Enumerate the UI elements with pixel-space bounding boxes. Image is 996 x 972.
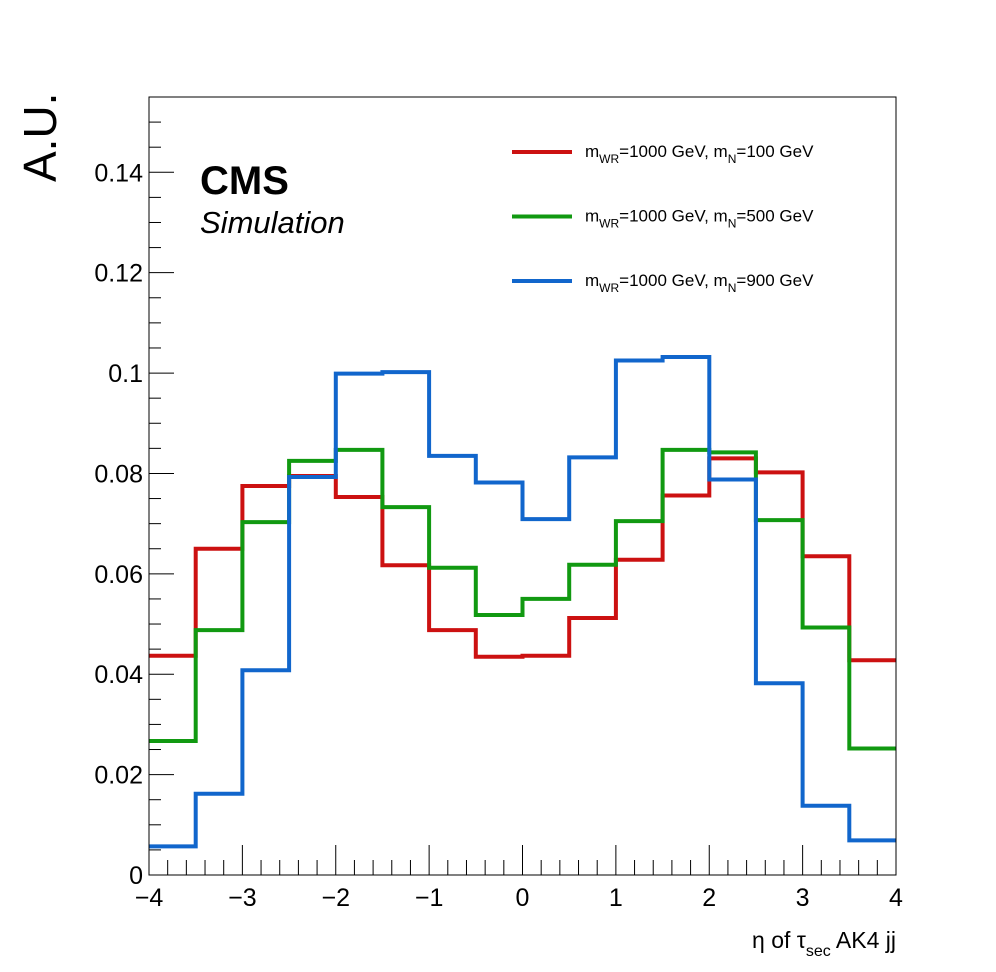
legend-entry: mWR=1000 GeV, mN=500 GeV — [512, 207, 814, 231]
legend-entry: mWR=1000 GeV, mN=900 GeV — [512, 271, 814, 295]
x-tick-label: 3 — [796, 884, 810, 912]
y-tick-label: 0 — [129, 862, 143, 890]
legend-label: mWR=1000 GeV, mN=100 GeV — [585, 142, 814, 166]
y-tick-label: 0.12 — [94, 260, 143, 288]
x-tick-label: 2 — [702, 884, 716, 912]
tick-label-layer: −4 −3 −2 −1 0 1 2 3 4 0 0.02 0.04 0.06 0.08 0.1 0.12 0.1… — [94, 159, 903, 912]
series-layer — [149, 355, 896, 849]
y-tick-label: 0.14 — [94, 159, 143, 187]
legend-entry: mWR=1000 GeV, mN=100 GeV — [512, 142, 814, 166]
x-tick-label: −4 — [135, 884, 164, 912]
y-tick-label: 0.06 — [94, 561, 143, 589]
x-tick-label: −3 — [228, 884, 257, 912]
x-axis-title-main: η of τ — [752, 927, 806, 953]
legend-label: mWR=1000 GeV, mN=900 GeV — [585, 271, 814, 295]
y-tick-label: 0.08 — [94, 460, 143, 488]
x-axis-title-tail: AK4 jj — [831, 927, 896, 953]
x-tick-label: −2 — [321, 884, 350, 912]
x-tick-label: 1 — [609, 884, 623, 912]
x-tick-label: 4 — [889, 884, 903, 912]
tick-layer — [148, 96, 897, 876]
series-line-3 — [149, 355, 896, 849]
y-axis-title: A.U. — [14, 93, 66, 182]
x-axis-title: η of τsec AK4 jj — [752, 927, 896, 960]
simulation-label: Simulation — [200, 205, 345, 240]
x-tick-label: 0 — [516, 884, 530, 912]
legend-label: mWR=1000 GeV, mN=500 GeV — [585, 207, 814, 231]
y-tick-label: 0.02 — [94, 762, 143, 790]
x-axis-title-sub: sec — [806, 943, 831, 960]
legend: mWR=1000 GeV, mN=100 GeV mWR=1000 GeV, mN… — [512, 142, 814, 295]
x-tick-label: −1 — [415, 884, 444, 912]
y-tick-label: 0.1 — [108, 360, 143, 388]
cms-label: CMS — [200, 159, 289, 203]
y-tick-label: 0.04 — [94, 661, 143, 689]
